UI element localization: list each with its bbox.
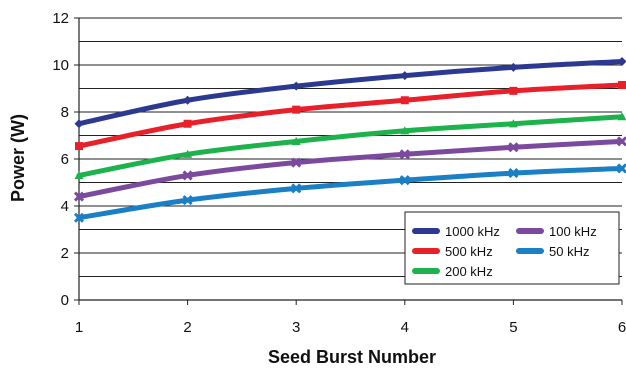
y-tick-label: 12 (52, 10, 69, 27)
series-line (76, 58, 625, 127)
legend-label: 100 kHz (549, 224, 597, 239)
data-point (400, 96, 409, 105)
data-point (74, 119, 84, 129)
legend-box (404, 211, 620, 285)
legend-item: 500 kHz (412, 244, 493, 259)
data-point (291, 157, 302, 168)
data-point (618, 80, 626, 89)
y-tick-label: 4 (61, 198, 69, 215)
data-point (291, 81, 301, 91)
data-point (508, 142, 519, 153)
data-point (400, 126, 410, 135)
x-tick-label: 6 (618, 319, 626, 336)
data-point (74, 170, 84, 180)
series-group (73, 56, 626, 223)
series-100-khz (73, 136, 626, 202)
data-point (616, 163, 626, 174)
series-500-khz (75, 80, 626, 151)
series-1000-khz (74, 56, 626, 129)
x-tick-label: 2 (183, 319, 191, 336)
legend-label: 50 kHz (549, 244, 589, 259)
data-point (617, 56, 626, 66)
data-point (291, 136, 301, 145)
legend-label: 500 kHz (445, 244, 493, 259)
data-point (291, 183, 302, 194)
legend-item: 1000 kHz (412, 224, 500, 239)
data-point (183, 119, 192, 128)
data-point (399, 175, 410, 186)
data-point (617, 112, 626, 121)
y-tick-label: 8 (61, 104, 69, 121)
series-line (76, 165, 625, 221)
series-line (76, 82, 625, 149)
legend-item: 50 kHz (516, 244, 589, 259)
series-line (76, 138, 625, 200)
axes (74, 17, 623, 305)
x-tick-label: 5 (509, 319, 517, 336)
data-point (400, 71, 410, 81)
data-point (292, 105, 301, 114)
data-point (73, 212, 85, 223)
legend-item: 100 kHz (516, 224, 597, 239)
y-axis-title: Power (W) (8, 114, 28, 202)
y-tick-label: 0 (61, 292, 69, 309)
x-axis-title: Seed Burst Number (268, 347, 436, 367)
x-tick-labels: 1 2 3 4 5 6 (75, 319, 626, 336)
data-point (183, 95, 193, 105)
series-line (76, 114, 625, 178)
data-point (182, 170, 193, 181)
data-point (399, 149, 410, 160)
legend-item: 200 kHz (412, 264, 493, 279)
y-tick-label: 6 (61, 151, 69, 168)
x-tick-label: 1 (75, 319, 83, 336)
y-tick-label: 10 (52, 57, 69, 74)
y-tick-label: 2 (61, 245, 69, 262)
legend: 1000 kHz 100 kHz 500 kHz 50 kHz 200 kHz (404, 211, 620, 285)
y-tick-labels: 0 2 4 6 8 10 12 (52, 10, 69, 309)
data-point (183, 149, 193, 158)
data-point (73, 191, 85, 202)
x-tick-label: 3 (292, 319, 300, 336)
data-point (616, 136, 626, 147)
series-50-khz (73, 163, 626, 223)
data-point (75, 142, 83, 151)
series-200-khz (74, 112, 626, 180)
data-point (182, 195, 193, 206)
legend-label: 200 kHz (445, 264, 493, 279)
data-point (508, 168, 519, 179)
data-point (509, 86, 518, 95)
x-tick-label: 4 (401, 319, 409, 336)
data-point (508, 62, 518, 72)
data-point (508, 119, 518, 128)
legend-label: 1000 kHz (445, 224, 500, 239)
